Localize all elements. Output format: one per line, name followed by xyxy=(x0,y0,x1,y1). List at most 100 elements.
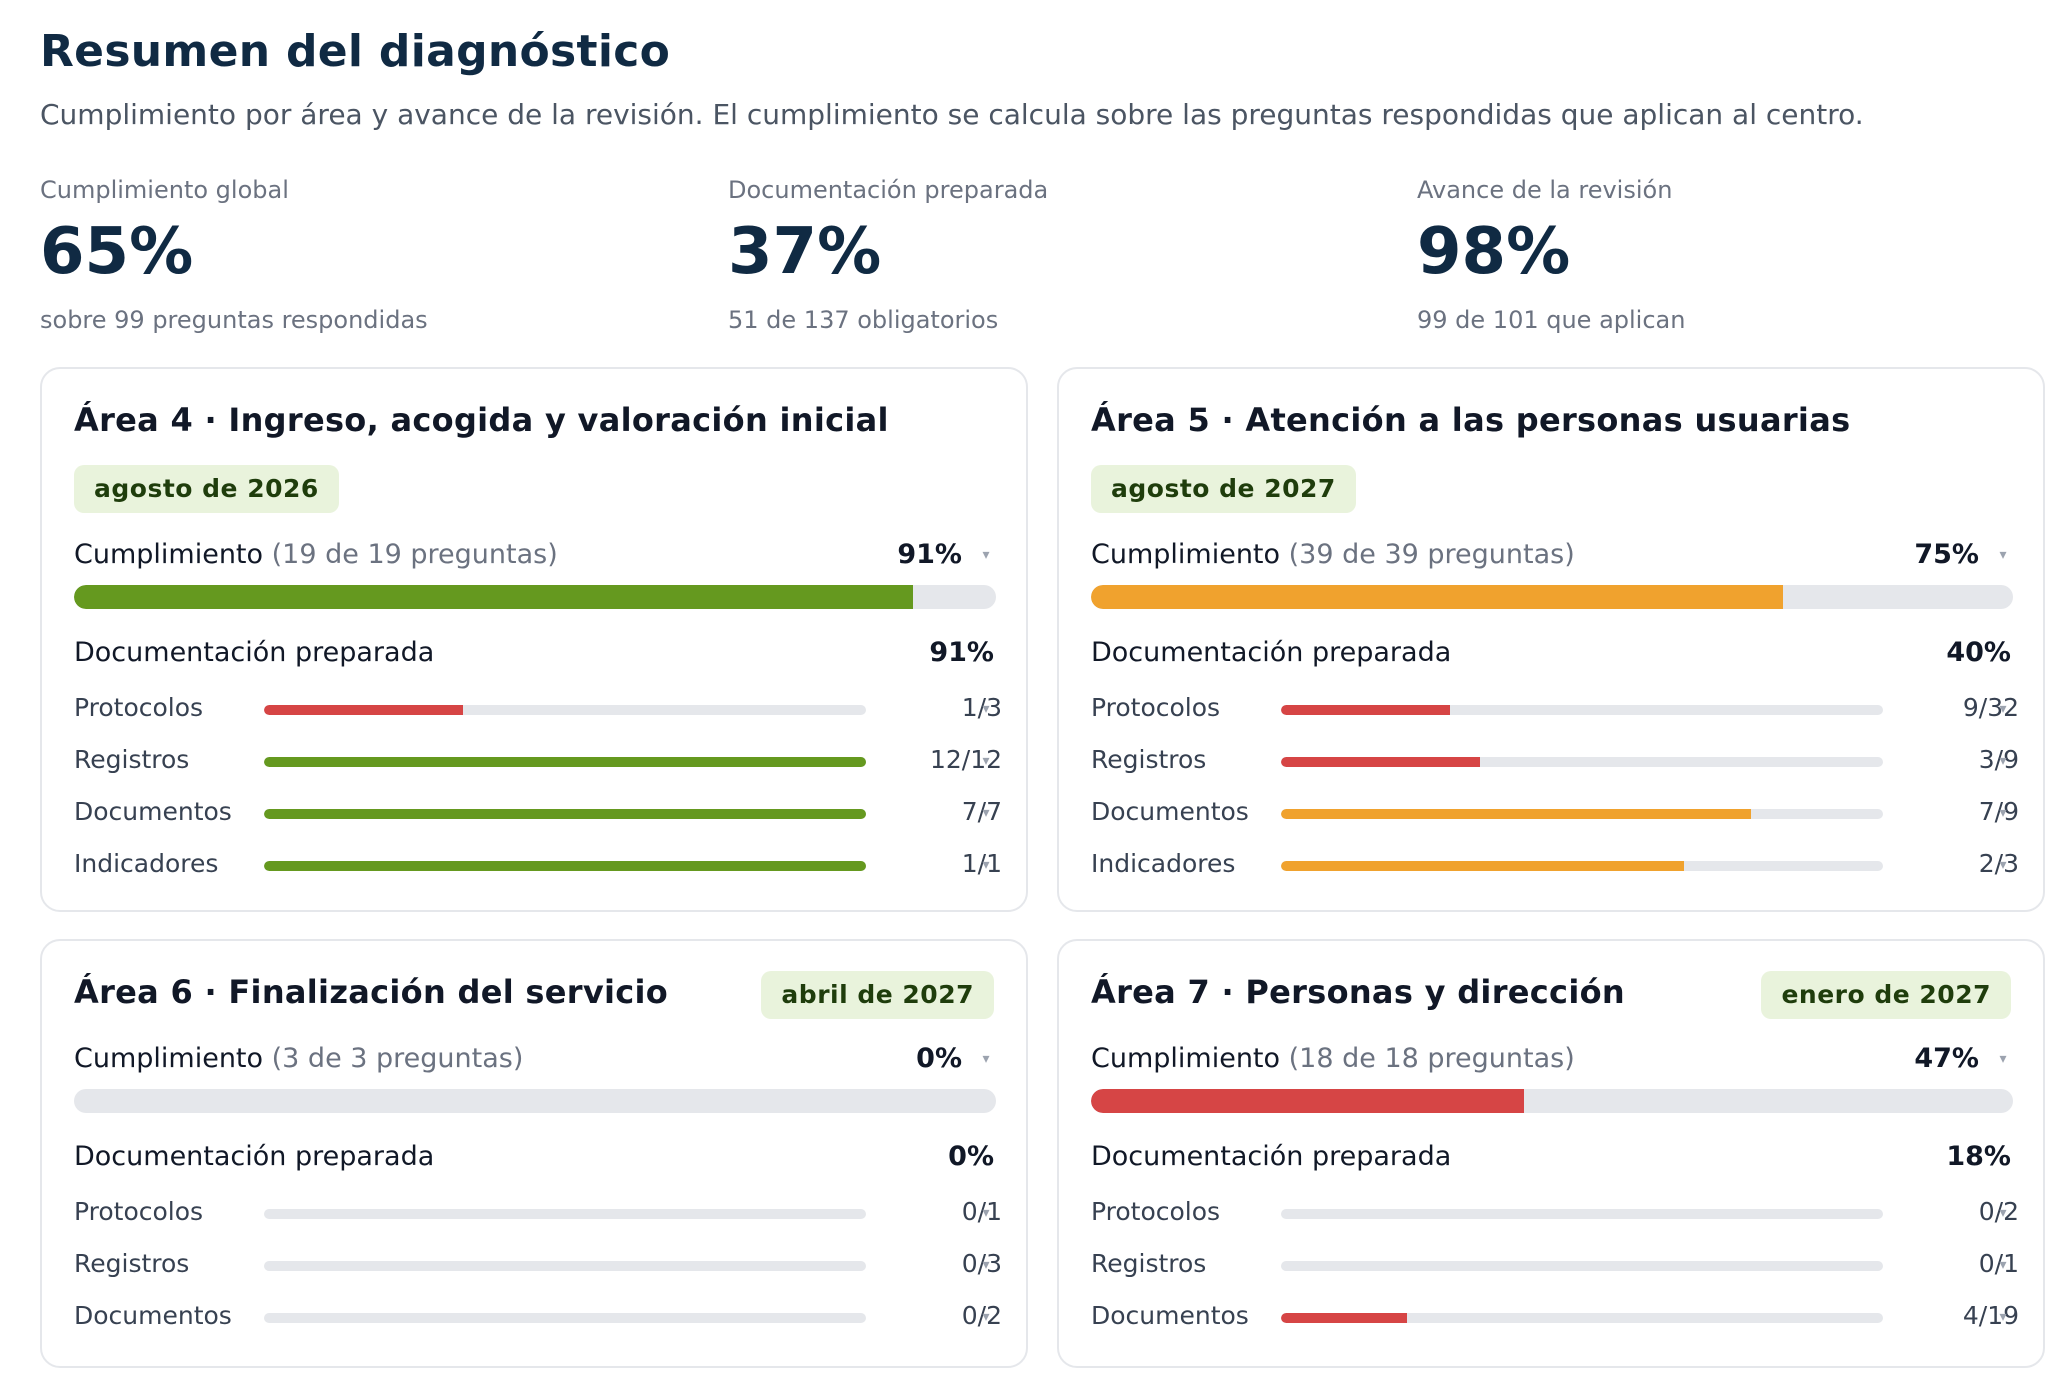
doc-item-expand-caret-icon[interactable]: ▾ xyxy=(1999,701,2007,717)
area-7-card: Área 7 · Personas y dirección enero de 20… xyxy=(1057,939,2045,1368)
kpi-global-compliance: Cumplimiento global 65% sobre 99 pregunt… xyxy=(40,176,700,334)
doc-item-count: 1/3 xyxy=(961,693,1002,722)
doc-item-progress-bar xyxy=(264,1313,866,1323)
doc-item-count: 0/1 xyxy=(961,1197,1002,1226)
compliance-detail: (18 de 18 preguntas) xyxy=(1288,1043,1575,1074)
doc-item-label-protocolos: Protocolos xyxy=(74,693,204,722)
doc-item-count: 3/9 xyxy=(1978,745,2019,774)
doc-item-label-indicadores: Indicadores xyxy=(1091,849,1236,878)
doc-item-progress-fill xyxy=(1281,705,1450,715)
doc-item-count: 7/9 xyxy=(1978,797,2019,826)
doc-item-progress-fill xyxy=(1281,809,1751,819)
documentation-value: 18% xyxy=(1946,1141,2011,1172)
kpi-label: Documentación preparada xyxy=(728,176,1049,204)
doc-item-progress-fill xyxy=(1281,1313,1408,1323)
doc-item-count: 0/2 xyxy=(961,1301,1002,1330)
kpi-documentation: Documentación preparada 37% 51 de 137 ob… xyxy=(728,176,1388,334)
area-4-card: Área 4 · Ingreso, acogida y valoración i… xyxy=(40,367,1028,912)
doc-item-count: 0/3 xyxy=(961,1249,1002,1278)
documentation-label: Documentación preparada xyxy=(1091,637,1452,668)
compliance-progress-fill xyxy=(1091,1089,1525,1113)
doc-item-progress-fill xyxy=(1281,861,1685,871)
compliance-progress-fill xyxy=(1091,585,1783,609)
page-subtitle: Cumplimiento por área y avance de la rev… xyxy=(40,98,1864,131)
doc-item-expand-caret-icon[interactable]: ▾ xyxy=(1999,753,2007,769)
target-date-badge: abril de 2027 xyxy=(761,971,994,1019)
doc-item-progress-bar xyxy=(1281,1209,1883,1219)
doc-item-progress-bar xyxy=(264,1209,866,1219)
target-date-badge: enero de 2027 xyxy=(1761,971,2011,1019)
doc-item-progress-bar xyxy=(1281,861,1883,871)
doc-item-progress-fill xyxy=(1281,757,1480,767)
compliance-title: Cumplimiento xyxy=(1091,539,1281,570)
documentation-label: Documentación preparada xyxy=(1091,1141,1452,1172)
card-title: Área 5 · Atención a las personas usuaria… xyxy=(1091,401,1851,439)
doc-item-count: 2/3 xyxy=(1978,849,2019,878)
kpi-value: 37% xyxy=(728,215,882,289)
compliance-label: Cumplimiento (18 de 18 preguntas) xyxy=(1091,1043,1575,1074)
card-title: Área 4 · Ingreso, acogida y valoración i… xyxy=(74,401,889,439)
compliance-label: Cumplimiento (19 de 19 preguntas) xyxy=(74,539,558,570)
compliance-value: 0% xyxy=(916,1043,962,1074)
doc-item-count: 1/1 xyxy=(961,849,1002,878)
doc-item-count: 0/2 xyxy=(1978,1197,2019,1226)
documentation-value: 0% xyxy=(948,1141,994,1172)
kpi-label: Cumplimiento global xyxy=(40,176,289,204)
doc-item-expand-caret-icon[interactable]: ▾ xyxy=(982,805,990,821)
doc-item-expand-caret-icon[interactable]: ▾ xyxy=(982,1257,990,1273)
doc-item-progress-bar xyxy=(1281,757,1883,767)
compliance-detail: (19 de 19 preguntas) xyxy=(271,539,558,570)
compliance-expand-caret-icon[interactable]: ▾ xyxy=(1999,547,2007,563)
doc-item-progress-fill xyxy=(264,757,866,767)
kpi-subtext: 51 de 137 obligatorios xyxy=(728,306,999,334)
doc-item-count: 12/12 xyxy=(929,745,1002,774)
area-5-card: Área 5 · Atención a las personas usuaria… xyxy=(1057,367,2045,912)
doc-item-label-registros: Registros xyxy=(1091,745,1207,774)
doc-item-expand-caret-icon[interactable]: ▾ xyxy=(1999,1309,2007,1325)
doc-item-expand-caret-icon[interactable]: ▾ xyxy=(982,1309,990,1325)
doc-item-expand-caret-icon[interactable]: ▾ xyxy=(982,753,990,769)
kpi-label: Avance de la revisión xyxy=(1417,176,1673,204)
doc-item-expand-caret-icon[interactable]: ▾ xyxy=(1999,1205,2007,1221)
area-6-card: Área 6 · Finalización del servicio abril … xyxy=(40,939,1028,1368)
compliance-expand-caret-icon[interactable]: ▾ xyxy=(1999,1051,2007,1067)
documentation-value: 40% xyxy=(1946,637,2011,668)
compliance-progress-fill xyxy=(74,585,914,609)
doc-item-label-documentos: Documentos xyxy=(1091,1301,1249,1330)
compliance-title: Cumplimiento xyxy=(74,1043,264,1074)
doc-item-expand-caret-icon[interactable]: ▾ xyxy=(982,857,990,873)
documentation-label: Documentación preparada xyxy=(74,637,435,668)
doc-item-label-indicadores: Indicadores xyxy=(74,849,219,878)
compliance-progress-bar xyxy=(1091,585,2013,609)
doc-item-expand-caret-icon[interactable]: ▾ xyxy=(1999,805,2007,821)
doc-item-expand-caret-icon[interactable]: ▾ xyxy=(1999,857,2007,873)
documentation-value: 91% xyxy=(929,637,994,668)
compliance-value: 47% xyxy=(1914,1043,1979,1074)
compliance-expand-caret-icon[interactable]: ▾ xyxy=(982,1051,990,1067)
doc-item-expand-caret-icon[interactable]: ▾ xyxy=(982,701,990,717)
doc-item-count: 9/32 xyxy=(1962,693,2019,722)
kpi-value: 98% xyxy=(1417,215,1571,289)
doc-item-label-documentos: Documentos xyxy=(1091,797,1249,826)
doc-item-label-documentos: Documentos xyxy=(74,797,232,826)
doc-item-progress-fill xyxy=(264,861,866,871)
doc-item-label-registros: Registros xyxy=(74,1249,190,1278)
kpi-value: 65% xyxy=(40,215,194,289)
doc-item-expand-caret-icon[interactable]: ▾ xyxy=(982,1205,990,1221)
doc-item-progress-bar xyxy=(1281,809,1883,819)
documentation-label: Documentación preparada xyxy=(74,1141,435,1172)
doc-item-label-registros: Registros xyxy=(74,745,190,774)
doc-item-label-protocolos: Protocolos xyxy=(74,1197,204,1226)
compliance-progress-bar xyxy=(74,585,996,609)
compliance-title: Cumplimiento xyxy=(74,539,264,570)
compliance-expand-caret-icon[interactable]: ▾ xyxy=(982,547,990,563)
kpi-review-progress: Avance de la revisión 98% 99 de 101 que … xyxy=(1417,176,2060,334)
card-title: Área 6 · Finalización del servicio xyxy=(74,973,669,1011)
doc-item-progress-fill xyxy=(264,705,463,715)
doc-item-count: 0/1 xyxy=(1978,1249,2019,1278)
doc-item-expand-caret-icon[interactable]: ▾ xyxy=(1999,1257,2007,1273)
doc-item-progress-bar xyxy=(264,1261,866,1271)
target-date-badge: agosto de 2027 xyxy=(1091,465,1356,513)
kpi-subtext: sobre 99 preguntas respondidas xyxy=(40,306,428,334)
doc-item-count: 4/19 xyxy=(1962,1301,2019,1330)
